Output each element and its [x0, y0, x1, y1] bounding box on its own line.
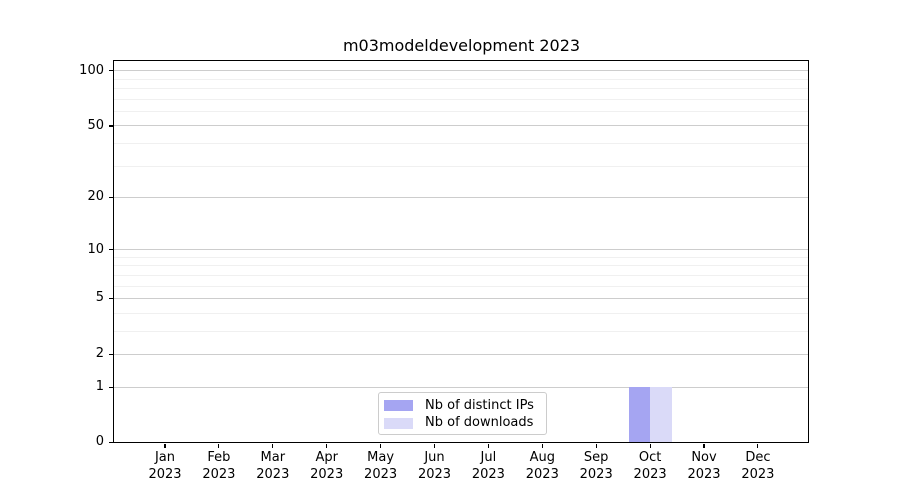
x-tick-month: May — [367, 450, 395, 465]
x-tick-mark — [218, 443, 220, 448]
y-tick-mark — [108, 125, 113, 127]
major-gridline — [114, 196, 808, 198]
chart-title: m03modeldevelopment 2023 — [342, 36, 581, 55]
y-tick-label: 2 — [95, 346, 104, 362]
minor-gridline — [114, 142, 808, 144]
x-tick-year: 2023 — [633, 466, 667, 482]
major-gridline — [114, 297, 808, 299]
x-tick-label: Dec 2023 — [726, 450, 790, 483]
x-tick-mark — [380, 443, 382, 448]
y-tick-mark — [108, 297, 113, 300]
y-tick-mark — [108, 386, 113, 388]
x-tick-mark — [757, 443, 759, 448]
x-tick-label: May 2023 — [349, 450, 413, 483]
major-gridline — [114, 353, 808, 355]
x-tick-month: Jun — [424, 450, 445, 465]
minor-gridline — [114, 165, 808, 167]
x-tick-year: 2023 — [687, 466, 721, 482]
x-tick-year: 2023 — [256, 466, 290, 482]
minor-gridline — [114, 88, 808, 90]
x-tick-month: Oct — [638, 450, 662, 465]
legend-entry: Nb of distinct IPs — [384, 397, 540, 415]
x-tick-year: 2023 — [471, 466, 505, 482]
major-gridline — [114, 386, 808, 388]
y-tick-mark — [108, 353, 113, 356]
x-tick-year: 2023 — [310, 466, 344, 482]
x-tick-month: Mar — [260, 450, 286, 465]
y-tick-mark — [108, 196, 113, 199]
x-tick-month: Feb — [207, 450, 231, 465]
x-tick-label: Sep 2023 — [564, 450, 628, 483]
x-tick-year: 2023 — [148, 466, 182, 482]
y-tick-label: 100 — [79, 62, 104, 78]
y-tick-label: 1 — [95, 379, 104, 395]
y-tick-mark — [108, 441, 113, 443]
y-tick-label: 20 — [87, 189, 104, 205]
legend-label: Nb of distinct IPs — [425, 397, 534, 413]
x-tick-month: Dec — [745, 450, 771, 465]
x-tick-label: Mar 2023 — [241, 450, 305, 483]
x-tick-mark — [703, 443, 705, 448]
x-tick-label: Feb 2023 — [187, 450, 251, 483]
x-tick-year: 2023 — [364, 466, 398, 482]
x-tick-month: Apr — [315, 450, 338, 465]
y-tick-label: 10 — [87, 241, 104, 257]
minor-gridline — [114, 330, 808, 332]
x-tick-label: Nov 2023 — [672, 450, 736, 483]
x-tick-month: Sep — [583, 450, 609, 465]
minor-gridline — [114, 274, 808, 276]
x-tick-month: Nov — [691, 450, 717, 465]
x-tick-mark — [595, 443, 597, 448]
x-tick-year: 2023 — [202, 466, 236, 482]
bar-nb-of-distinct-ips — [628, 387, 651, 442]
x-tick-mark — [326, 443, 328, 448]
bar-nb-of-downloads — [650, 387, 672, 442]
minor-gridline — [114, 78, 808, 80]
legend: Nb of distinct IPs Nb of downloads — [378, 392, 547, 435]
major-gridline — [114, 249, 808, 251]
y-tick-label: 0 — [95, 434, 104, 449]
minor-gridline — [114, 285, 808, 287]
x-tick-label: Oct 2023 — [618, 450, 682, 483]
minor-gridline — [114, 256, 808, 258]
x-tick-mark — [541, 443, 543, 448]
x-tick-month: Jul — [480, 450, 497, 465]
x-tick-label: Jan 2023 — [133, 450, 197, 483]
legend-swatch — [384, 400, 413, 412]
x-tick-mark — [272, 443, 274, 448]
x-tick-year: 2023 — [525, 466, 559, 482]
x-tick-label: Jul 2023 — [456, 450, 520, 483]
plot-area: Nb of distinct IPs Nb of downloads 0 1 2 5 10… — [79, 60, 809, 482]
x-tick-year: 2023 — [579, 466, 613, 482]
minor-gridline — [114, 98, 808, 100]
y-tick-mark — [108, 249, 113, 251]
legend-swatch — [384, 417, 413, 429]
x-tick-mark — [164, 443, 166, 448]
minor-gridline — [114, 265, 808, 267]
x-tick-year: 2023 — [741, 466, 775, 482]
x-tick-mark — [433, 443, 436, 448]
legend-entry: Nb of downloads — [384, 415, 540, 433]
x-tick-label: Aug 2023 — [510, 450, 574, 483]
minor-gridline — [114, 110, 808, 112]
x-tick-label: Jun 2023 — [403, 450, 467, 483]
legend-label: Nb of downloads — [425, 415, 534, 431]
y-tick-label: 5 — [95, 290, 104, 306]
major-gridline — [114, 125, 808, 127]
x-tick-label: Apr 2023 — [295, 450, 359, 483]
x-tick-month: Aug — [529, 450, 555, 465]
y-tick-mark — [108, 70, 113, 72]
major-gridline — [114, 70, 808, 72]
minor-gridline — [114, 312, 808, 314]
x-tick-year: 2023 — [417, 466, 452, 482]
x-tick-month: Jan — [154, 450, 176, 465]
y-tick-label: 50 — [87, 117, 104, 133]
x-tick-mark — [649, 443, 651, 448]
x-tick-mark — [487, 443, 489, 448]
